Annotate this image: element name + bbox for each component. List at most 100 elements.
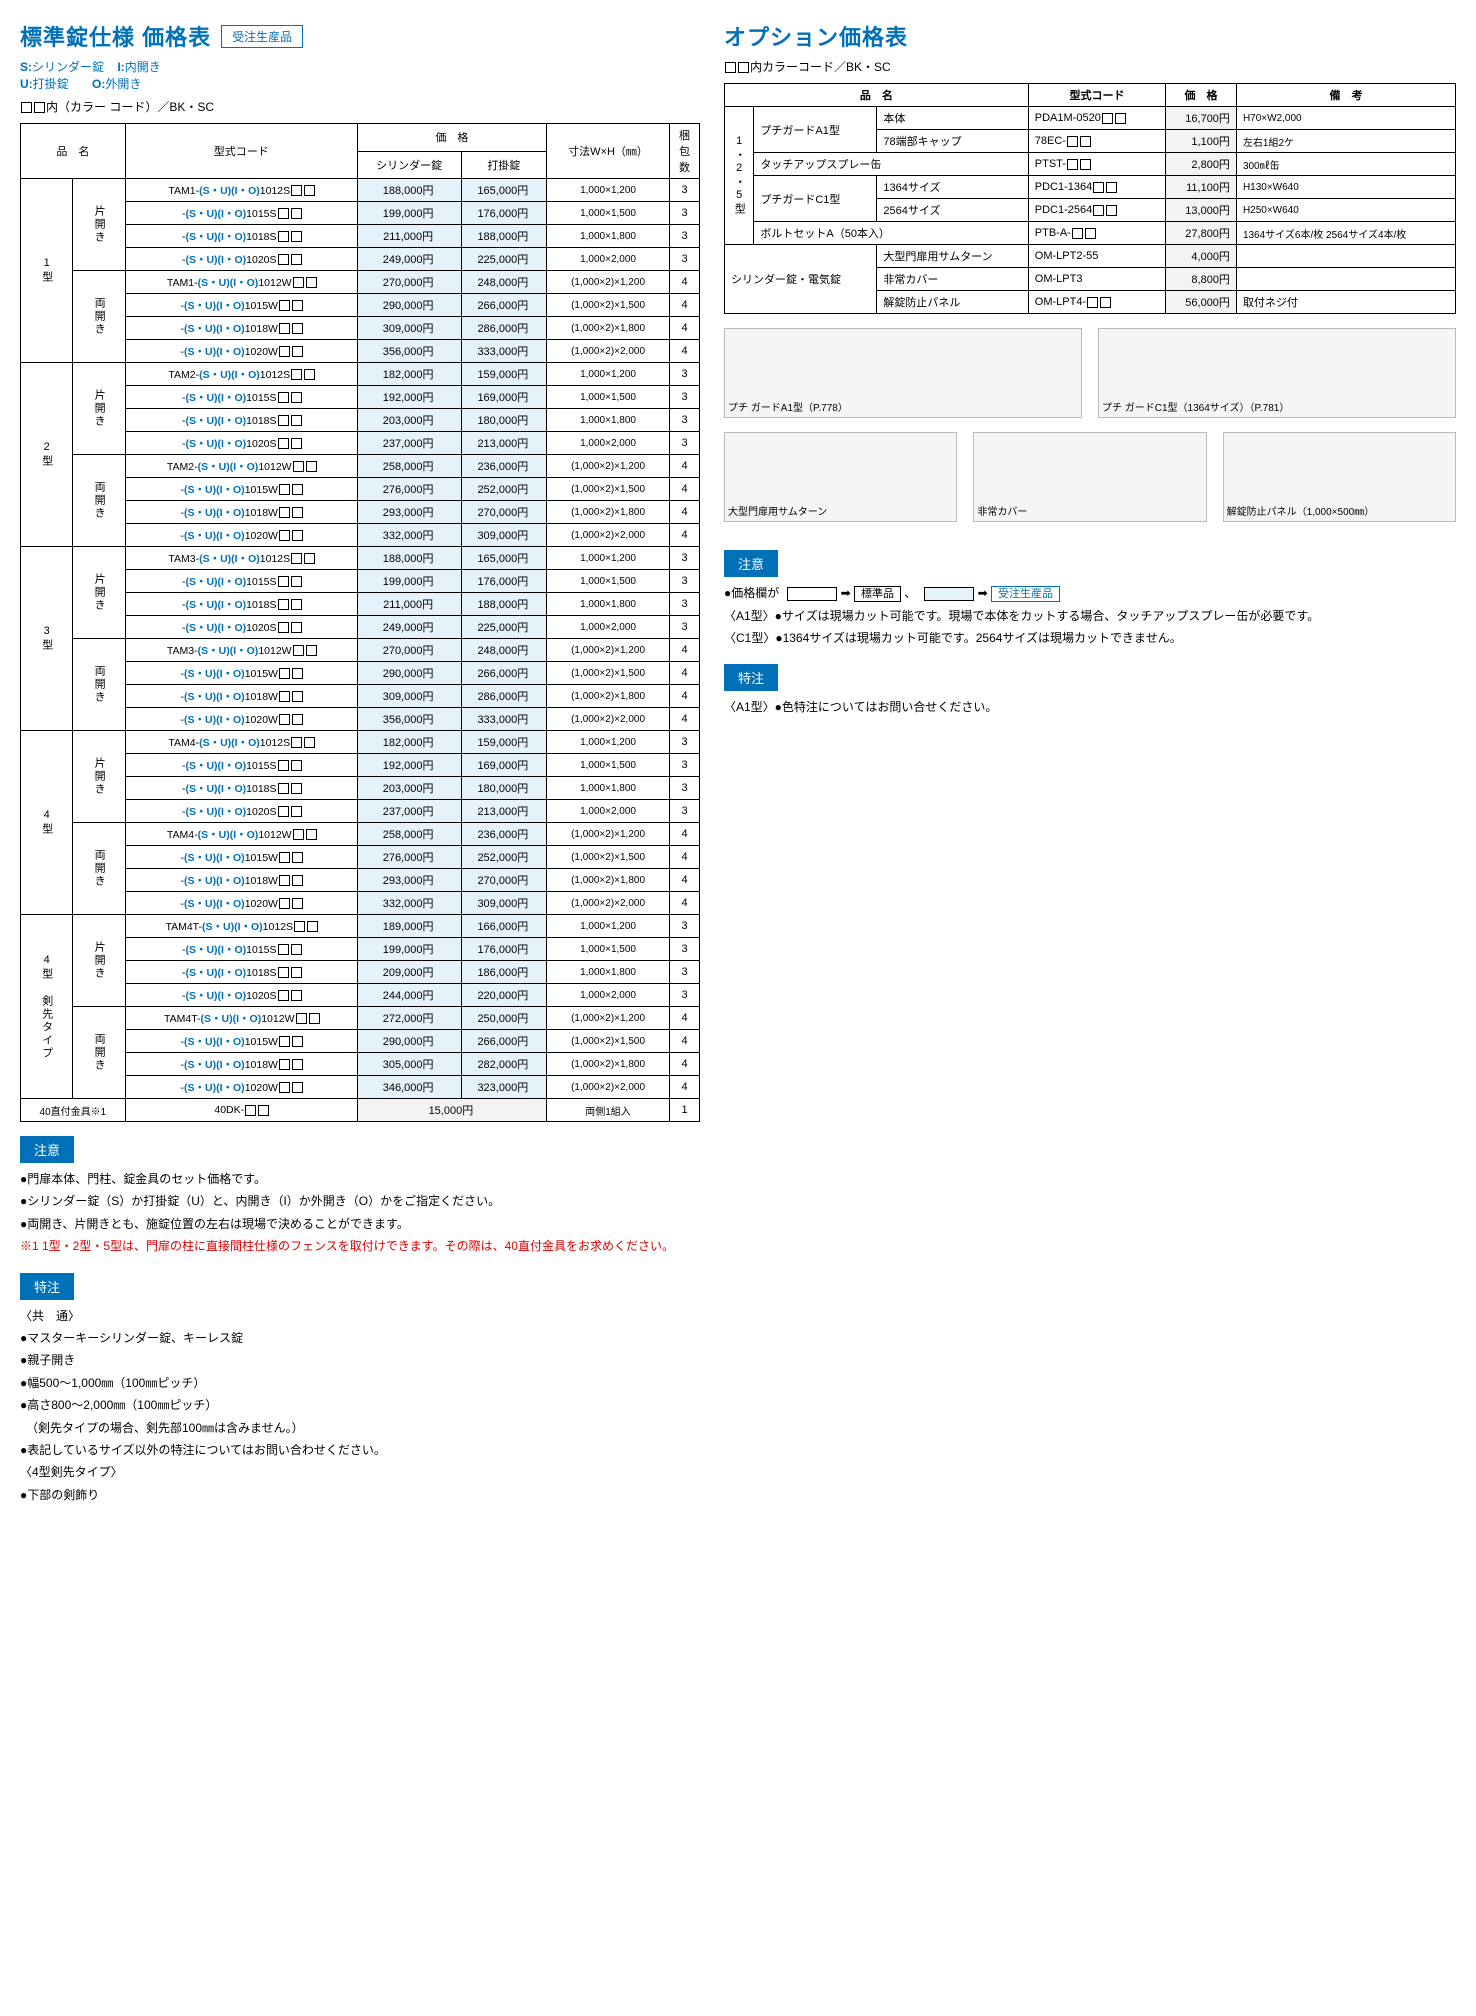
opt-cat: プチガードA1型 <box>754 107 877 153</box>
dim-cell: (1,000×2)×2,000 <box>547 1076 670 1099</box>
dim-cell: (1,000×2)×1,800 <box>547 685 670 708</box>
model-code: -(S・U)(I・O)1015W <box>125 846 357 869</box>
opt-price: 16,700円 <box>1166 107 1237 130</box>
price-cell: 180,000円 <box>461 409 547 432</box>
pkg-cell: 3 <box>670 570 700 593</box>
dim-cell: 1,000×2,000 <box>547 432 670 455</box>
dim-cell: 1,000×2,000 <box>547 984 670 1007</box>
special-notes: 〈共 通〉●マスターキーシリンダー錠、キーレス錠●親子開き●幅500〜1,000… <box>20 1306 700 1506</box>
opt-sub: 解錠防止パネル <box>877 291 1028 314</box>
dim-cell: (1,000×2)×1,500 <box>547 662 670 685</box>
model-code: -(S・U)(I・O)1015W <box>125 662 357 685</box>
pkg-cell: 3 <box>670 961 700 984</box>
model-code: TAM4-(S・U)(I・O)1012W <box>125 823 357 846</box>
model-code: TAM3-(S・U)(I・O)1012W <box>125 639 357 662</box>
opt-type-label: 1・2・5型 <box>725 107 754 245</box>
special-line: ●下部の剣飾り <box>20 1485 700 1505</box>
dim-cell: 1,000×1,800 <box>547 961 670 984</box>
special-line: ●高さ800〜2,000㎜（100㎜ピッチ） <box>20 1395 700 1415</box>
attention-label: 注意 <box>20 1136 74 1163</box>
price-cell: 186,000円 <box>461 961 547 984</box>
model-code: -(S・U)(I・O)1020S <box>125 800 357 823</box>
special-label: 特注 <box>20 1273 74 1300</box>
pkg-cell: 4 <box>670 501 700 524</box>
model-code: -(S・U)(I・O)1020W <box>125 340 357 363</box>
opt-group2-label: シリンダー錠・電気錠 <box>725 245 877 314</box>
price-cell: 166,000円 <box>461 915 547 938</box>
opt-note: 左右1組2ケ <box>1236 130 1455 153</box>
img-c1: プチ ガードC1型（1364サイズ）（P.781） <box>1098 328 1456 418</box>
badge-order: 受注生産品 <box>221 25 303 48</box>
opt-cat: タッチアップスプレー缶 <box>754 153 1028 176</box>
price-cell: 209,000円 <box>357 961 461 984</box>
pkg-cell: 3 <box>670 777 700 800</box>
price-cell: 266,000円 <box>461 294 547 317</box>
dim-cell: (1,000×2)×1,800 <box>547 317 670 340</box>
pkg-cell: 4 <box>670 271 700 294</box>
price-cell: 236,000円 <box>461 823 547 846</box>
pkg-cell: 3 <box>670 202 700 225</box>
model-code: -(S・U)(I・O)1018S <box>125 961 357 984</box>
price-cell: 293,000円 <box>357 501 461 524</box>
special-line: （剣先タイプの場合、剣先部100㎜は含みません。） <box>20 1418 700 1438</box>
footer-pkg: 1 <box>670 1099 700 1122</box>
dim-cell: 1,000×2,000 <box>547 800 670 823</box>
type-label: 3型 <box>21 547 73 731</box>
model-code: -(S・U)(I・O)1018S <box>125 777 357 800</box>
price-cell: 220,000円 <box>461 984 547 1007</box>
price-cell: 203,000円 <box>357 777 461 800</box>
model-code: TAM2-(S・U)(I・O)1012W <box>125 455 357 478</box>
price-cell: 165,000円 <box>461 179 547 202</box>
pkg-cell: 4 <box>670 708 700 731</box>
product-images-row2: 大型門扉用サムターン 非常カバー 解錠防止パネル（1,000×500㎜） <box>724 432 1456 522</box>
dim-cell: 1,000×1,200 <box>547 363 670 386</box>
opt-model: OM-LPT3 <box>1028 268 1165 291</box>
pkg-cell: 4 <box>670 524 700 547</box>
pkg-cell: 3 <box>670 409 700 432</box>
open-label: 片開き <box>73 731 125 823</box>
pkg-cell: 3 <box>670 731 700 754</box>
pkg-cell: 4 <box>670 869 700 892</box>
opt-model: OM-LPT4- <box>1028 291 1165 314</box>
opt-sub: 大型門扉用サムターン <box>877 245 1028 268</box>
opt-price: 27,800円 <box>1166 222 1237 245</box>
legend: S:シリンダー錠 I:内開き U:打掛錠 O:外開き <box>20 58 700 92</box>
opt-note: 取付ネジ付 <box>1236 291 1455 314</box>
price-cell: 248,000円 <box>461 271 547 294</box>
price-cell: 276,000円 <box>357 478 461 501</box>
price-cell: 309,000円 <box>461 524 547 547</box>
special-line: 〈共 通〉 <box>20 1306 700 1326</box>
footer-model: 40DK- <box>125 1099 357 1122</box>
dim-cell: (1,000×2)×2,000 <box>547 708 670 731</box>
model-code: TAM4-(S・U)(I・O)1012S <box>125 731 357 754</box>
price-cell: 270,000円 <box>461 869 547 892</box>
price-cell: 309,000円 <box>357 685 461 708</box>
model-code: TAM4T-(S・U)(I・O)1012W <box>125 1007 357 1030</box>
price-cell: 332,000円 <box>357 524 461 547</box>
special-line: 〈4型剣先タイプ〉 <box>20 1462 700 1482</box>
model-code: -(S・U)(I・O)1020W <box>125 1076 357 1099</box>
pkg-cell: 4 <box>670 294 700 317</box>
price-cell: 333,000円 <box>461 340 547 363</box>
dim-cell: (1,000×2)×1,500 <box>547 846 670 869</box>
dim-cell: 1,000×2,000 <box>547 248 670 271</box>
price-cell: 182,000円 <box>357 731 461 754</box>
price-cell: 211,000円 <box>357 593 461 616</box>
pkg-cell: 3 <box>670 800 700 823</box>
special-line: ●親子開き <box>20 1350 700 1370</box>
price-cell: 159,000円 <box>461 731 547 754</box>
price-cell: 323,000円 <box>461 1076 547 1099</box>
open-label: 両開き <box>73 639 125 731</box>
dim-cell: (1,000×2)×1,500 <box>547 294 670 317</box>
price-cell: 188,000円 <box>461 225 547 248</box>
price-cell: 213,000円 <box>461 432 547 455</box>
model-code: -(S・U)(I・O)1015W <box>125 1030 357 1053</box>
opt-model: OM-LPT2-55 <box>1028 245 1165 268</box>
price-cell: 286,000円 <box>461 685 547 708</box>
model-code: -(S・U)(I・O)1015S <box>125 754 357 777</box>
price-cell: 176,000円 <box>461 938 547 961</box>
price-cell: 356,000円 <box>357 340 461 363</box>
type-label: 1型 <box>21 179 73 363</box>
color-code-line-right: 内カラーコード／BK・SC <box>724 58 1456 75</box>
pkg-cell: 4 <box>670 1007 700 1030</box>
